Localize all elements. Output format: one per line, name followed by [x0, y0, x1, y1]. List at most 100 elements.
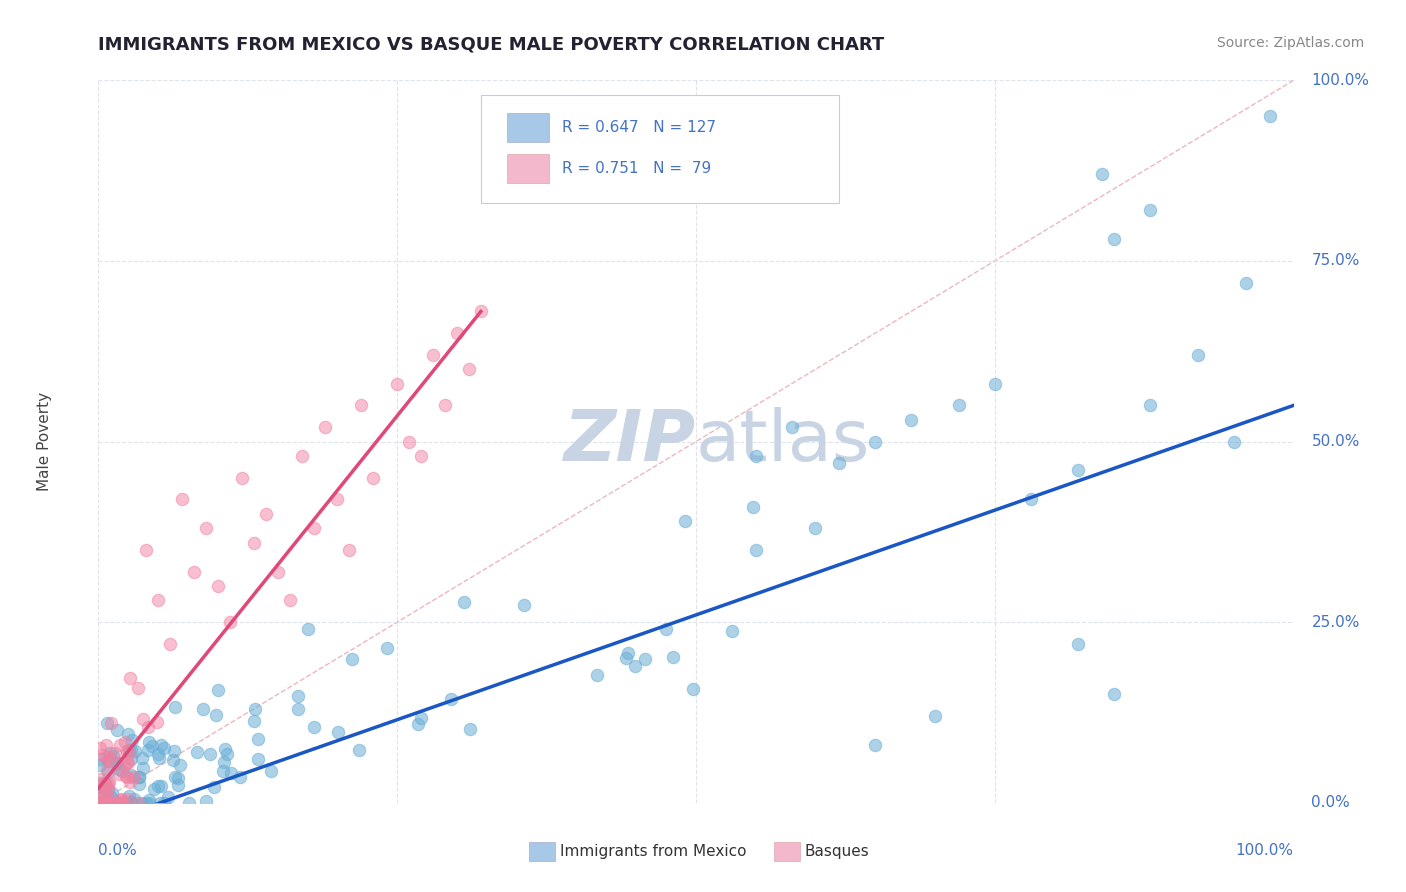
- Point: [115, 792, 138, 806]
- Point: [97, 776, 120, 790]
- Point: [97, 796, 120, 810]
- Point: [342, 652, 364, 666]
- Point: [153, 740, 176, 755]
- Text: Source: ZipAtlas.com: Source: ZipAtlas.com: [1216, 36, 1364, 50]
- Point: [148, 747, 170, 762]
- Point: [89, 796, 111, 810]
- Point: [117, 727, 139, 741]
- Point: [120, 752, 142, 766]
- Point: [166, 772, 188, 786]
- Point: [101, 796, 124, 810]
- Text: 0.0%: 0.0%: [1312, 796, 1350, 810]
- Point: [984, 376, 1007, 391]
- Point: [101, 748, 124, 763]
- Point: [94, 738, 117, 752]
- Bar: [508, 112, 548, 142]
- Point: [1234, 276, 1257, 290]
- Point: [128, 770, 150, 784]
- Point: [162, 753, 184, 767]
- Point: [120, 768, 142, 782]
- Point: [94, 796, 117, 810]
- Point: [212, 764, 235, 778]
- Point: [446, 326, 468, 340]
- Point: [118, 775, 141, 789]
- Point: [90, 776, 112, 790]
- Text: 75.0%: 75.0%: [1312, 253, 1360, 268]
- Point: [89, 796, 111, 810]
- Point: [118, 746, 141, 760]
- Point: [104, 794, 127, 808]
- Point: [165, 770, 187, 784]
- Point: [172, 492, 194, 507]
- Point: [122, 792, 145, 806]
- Point: [166, 778, 188, 792]
- Point: [200, 747, 222, 761]
- Point: [96, 715, 118, 730]
- Point: [97, 782, 120, 797]
- Point: [297, 622, 319, 636]
- Point: [157, 789, 180, 804]
- Point: [865, 738, 887, 752]
- Point: [219, 765, 242, 780]
- Point: [97, 753, 120, 767]
- Point: [115, 744, 138, 758]
- Point: [117, 770, 139, 784]
- Point: [900, 413, 922, 427]
- Text: Male Poverty: Male Poverty: [37, 392, 52, 491]
- Point: [108, 767, 131, 781]
- Point: [586, 668, 609, 682]
- Point: [623, 659, 645, 673]
- Point: [245, 702, 267, 716]
- Point: [91, 776, 114, 790]
- Point: [112, 757, 135, 772]
- Point: [662, 649, 685, 664]
- Point: [94, 776, 117, 790]
- Text: ZIP: ZIP: [564, 407, 696, 476]
- Point: [219, 615, 242, 630]
- Point: [745, 542, 768, 557]
- Point: [1258, 110, 1281, 124]
- Point: [1223, 434, 1246, 449]
- Point: [149, 738, 172, 752]
- Point: [94, 777, 117, 791]
- Point: [97, 765, 120, 780]
- Point: [375, 640, 398, 655]
- Point: [453, 595, 475, 609]
- Point: [136, 720, 159, 734]
- Point: [1139, 203, 1161, 218]
- Point: [398, 434, 420, 449]
- Point: [865, 434, 887, 449]
- Point: [326, 492, 349, 507]
- Point: [512, 598, 534, 612]
- Point: [328, 725, 350, 739]
- Point: [105, 796, 128, 810]
- Point: [159, 637, 181, 651]
- Point: [110, 793, 132, 807]
- Point: [146, 715, 169, 730]
- Point: [148, 750, 170, 764]
- Point: [1104, 687, 1126, 701]
- Point: [136, 743, 159, 757]
- Point: [742, 500, 765, 515]
- Point: [124, 743, 146, 757]
- Point: [163, 744, 186, 758]
- Point: [89, 784, 111, 798]
- Point: [215, 747, 238, 762]
- Bar: [773, 842, 800, 861]
- Point: [91, 780, 114, 795]
- Point: [93, 787, 115, 801]
- Point: [128, 777, 150, 791]
- Point: [117, 755, 139, 769]
- Point: [302, 521, 325, 535]
- Point: [118, 671, 141, 685]
- Point: [183, 565, 205, 579]
- Point: [97, 782, 120, 797]
- Point: [105, 723, 128, 737]
- Point: [117, 743, 139, 757]
- Point: [828, 456, 851, 470]
- Point: [721, 624, 744, 638]
- Point: [98, 750, 121, 764]
- Point: [780, 420, 803, 434]
- Point: [141, 739, 163, 753]
- Point: [94, 787, 117, 801]
